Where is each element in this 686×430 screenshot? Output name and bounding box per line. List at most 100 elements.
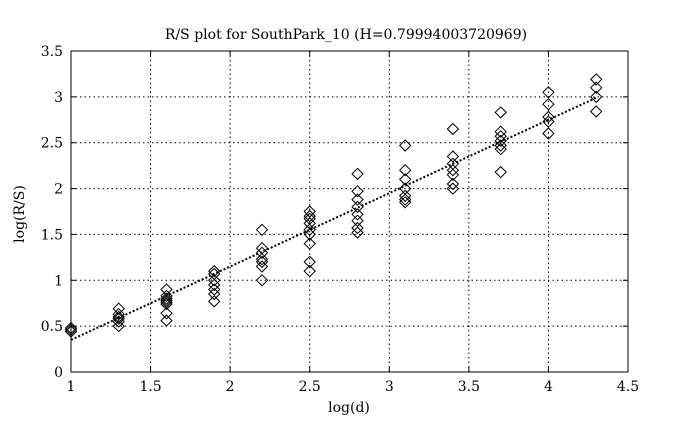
data-point-diamond	[589, 90, 603, 104]
data-point-diamond	[160, 307, 173, 320]
data-point-diamond	[207, 283, 221, 296]
data-point-diamond	[494, 106, 507, 119]
data-point-diamond	[398, 163, 412, 177]
y-tick-label: 0	[54, 365, 63, 381]
data-point-diamond	[542, 110, 555, 124]
data-point-diamond	[112, 319, 125, 333]
data-point-diamond	[303, 212, 316, 226]
data-point-diamond	[351, 208, 364, 221]
y-tick-labels: 0 0.5 1 1.5 2 2.5 3 3.5	[41, 44, 63, 381]
data-point-diamond	[446, 168, 460, 182]
data-point-diamond	[160, 283, 173, 296]
data-points	[64, 73, 603, 338]
data-point-diamond	[446, 177, 460, 191]
y-tick-label: 0.5	[41, 319, 63, 335]
data-point-diamond	[398, 139, 412, 152]
data-point-diamond	[112, 310, 125, 324]
data-point-diamond	[207, 264, 221, 278]
data-point-diamond	[351, 200, 364, 214]
grid-lines	[71, 51, 628, 372]
data-point-diamond	[160, 294, 173, 307]
data-point-diamond	[351, 167, 364, 181]
data-point-diamond	[589, 73, 603, 86]
data-point-diamond	[494, 125, 507, 138]
data-point-diamond	[255, 246, 269, 260]
data-point-diamond	[351, 185, 364, 198]
data-point-diamond	[303, 223, 316, 237]
data-point-diamond	[160, 289, 173, 303]
data-point-diamond	[64, 321, 78, 335]
data-point-diamond	[398, 196, 412, 209]
data-point-diamond	[303, 264, 316, 278]
regression-fit-line	[70, 96, 597, 341]
data-point-diamond	[255, 223, 269, 237]
x-tick-label: 3	[385, 379, 394, 395]
data-point-diamond	[112, 307, 125, 321]
data-point-diamond	[446, 163, 460, 177]
x-tick-labels: 1 1.5 2 2.5 3 3.5 4 4.5	[67, 379, 640, 395]
data-point-diamond	[255, 241, 269, 255]
data-point-diamond	[160, 314, 173, 327]
data-point-diamond	[207, 287, 221, 301]
data-point-diamond	[112, 315, 125, 328]
data-point-diamond	[207, 278, 221, 292]
data-point-diamond	[303, 209, 316, 223]
data-point-diamond	[255, 252, 269, 266]
data-point-diamond	[494, 165, 507, 179]
y-tick-label: 2	[54, 182, 63, 198]
x-tick-label: 3.5	[458, 379, 480, 395]
data-point-diamond	[303, 237, 316, 250]
x-tick-label: 4	[544, 379, 553, 395]
y-tick-label: 2.5	[41, 136, 63, 152]
data-point-diamond	[589, 105, 603, 118]
data-point-diamond	[446, 182, 460, 195]
data-point-diamond	[351, 221, 364, 235]
data-point-diamond	[542, 86, 555, 99]
x-axis-label: log(d)	[328, 400, 370, 416]
plot-frame	[70, 50, 629, 373]
data-point-diamond	[494, 142, 507, 156]
x-tick-label: 2.5	[299, 379, 321, 395]
data-point-diamond	[303, 228, 316, 241]
x-tick-label: 1	[67, 379, 76, 395]
data-point-diamond	[446, 122, 460, 136]
data-point-diamond	[303, 255, 316, 269]
data-point-diamond	[303, 217, 316, 230]
y-tick-label: 1.5	[41, 227, 63, 243]
y-axis-label: log(R/S)	[12, 185, 28, 243]
y-tick-label: 1	[54, 273, 63, 289]
data-point-diamond	[542, 97, 555, 111]
data-point-diamond	[351, 214, 364, 227]
data-point-diamond	[446, 150, 460, 163]
data-point-diamond	[351, 193, 364, 206]
data-point-diamond	[255, 274, 269, 287]
data-point-diamond	[398, 173, 412, 186]
data-point-diamond	[207, 295, 221, 308]
data-point-diamond	[398, 189, 412, 203]
data-point-diamond	[112, 312, 125, 326]
x-tick-label: 2	[226, 379, 235, 395]
data-point-diamond	[255, 260, 269, 273]
data-point-diamond	[398, 182, 412, 195]
data-point-diamond	[494, 130, 507, 143]
data-point-diamond	[255, 255, 269, 269]
x-tick-label: 1.5	[139, 379, 161, 395]
data-point-diamond	[160, 292, 173, 305]
data-point-diamond	[494, 139, 507, 152]
data-point-diamond	[589, 81, 603, 94]
data-point-diamond	[351, 226, 364, 239]
data-point-diamond	[542, 115, 555, 128]
data-point-diamond	[207, 267, 221, 281]
y-tick-label: 3	[54, 90, 63, 106]
chart-title: R/S plot for SouthPark_10 (H=0.799940037…	[165, 27, 527, 43]
y-tick-label: 3.5	[41, 44, 63, 60]
x-tick-label: 4.5	[617, 379, 639, 395]
data-point-diamond	[207, 274, 221, 287]
axis-ticks	[70, 50, 629, 373]
data-point-diamond	[303, 205, 316, 218]
data-point-diamond	[64, 323, 78, 337]
data-point-diamond	[494, 134, 507, 148]
data-point-diamond	[542, 127, 555, 140]
data-point-diamond	[112, 302, 125, 315]
